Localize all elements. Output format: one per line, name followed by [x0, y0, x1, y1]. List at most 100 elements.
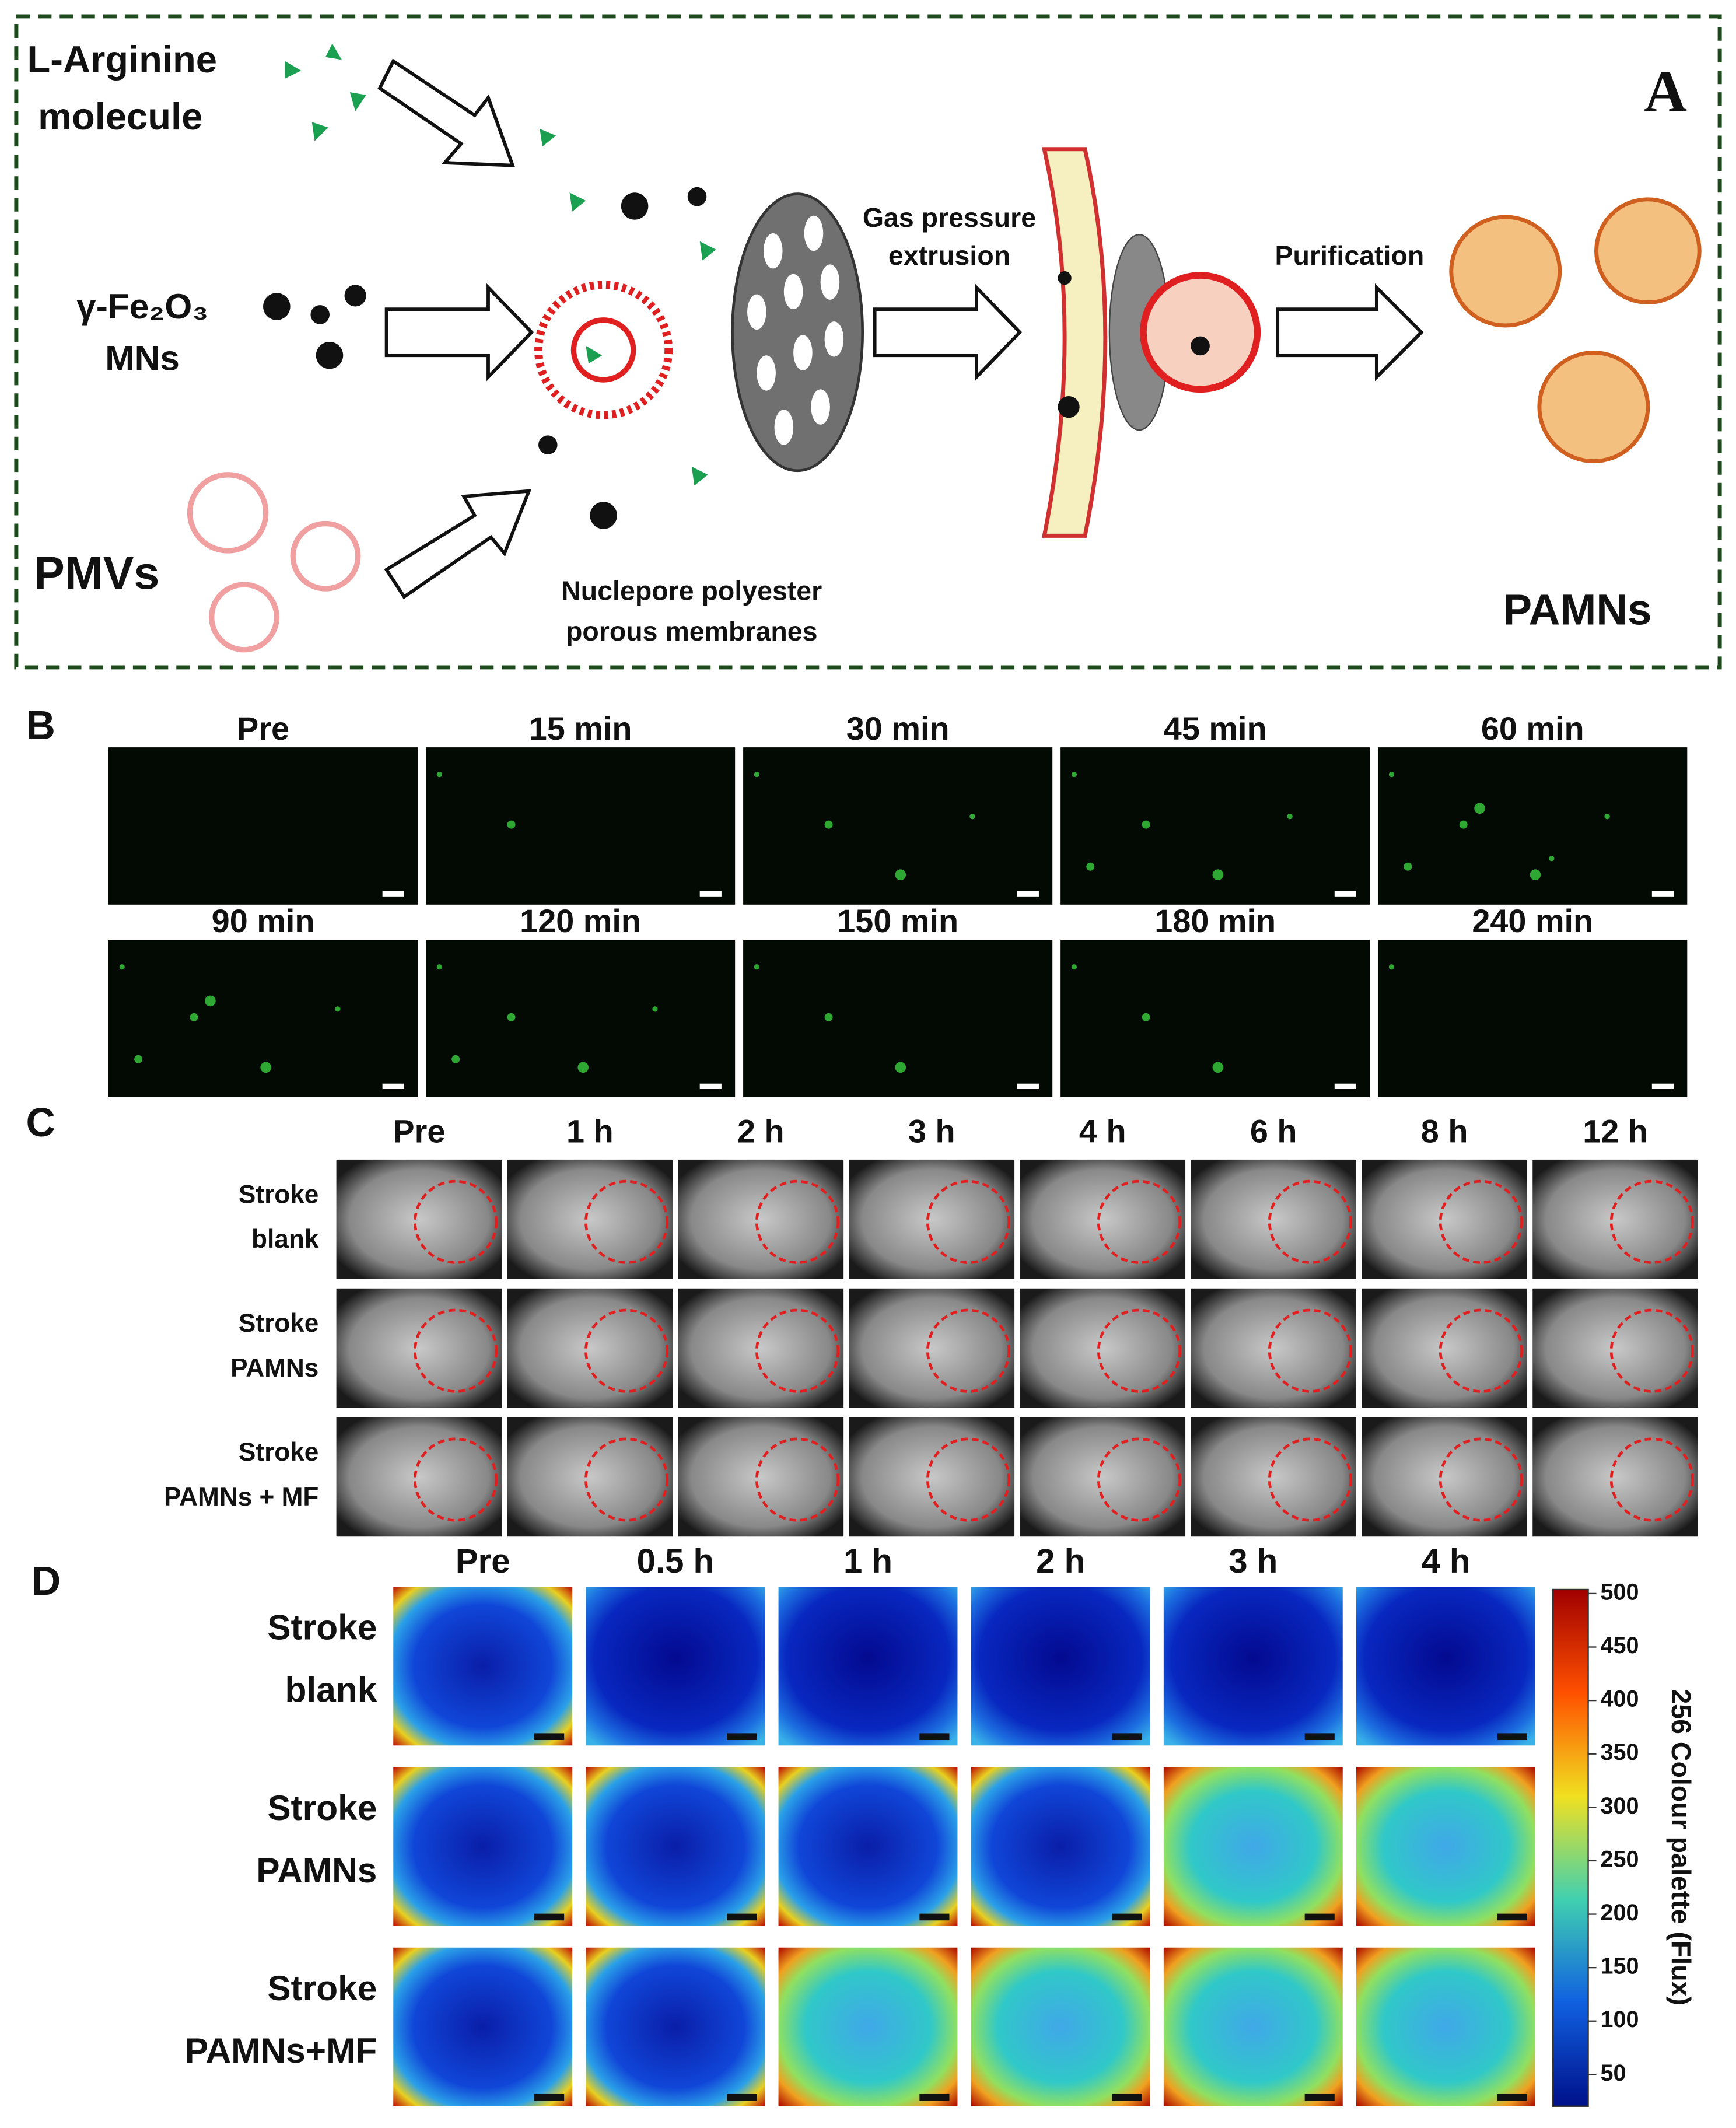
fluorescence-image — [108, 940, 418, 1097]
column-label: 2 h — [1036, 1542, 1085, 1580]
pmv-rings — [187, 472, 361, 653]
lesion-outline — [1097, 1308, 1182, 1393]
fluorescent-spot — [895, 1062, 907, 1073]
label: L-Arginine — [27, 38, 216, 80]
label: Nuclepore polyester — [561, 575, 822, 606]
time-label: 180 min — [1154, 902, 1276, 939]
fluorescent-spot — [1142, 1013, 1150, 1021]
colorbar-tick-label: 250 — [1600, 1846, 1639, 1872]
blood-flow-image — [971, 1767, 1150, 1926]
row-label: PAMNs — [230, 1354, 318, 1382]
scale-bar — [919, 1913, 950, 1921]
colorbar-title: 256 Colour palette (Flux) — [1666, 1689, 1696, 2006]
row-label: PAMNs+MF — [185, 2031, 377, 2070]
pamn-vesicles — [1449, 197, 1702, 464]
colorbar-tick-label: 500 — [1600, 1579, 1639, 1605]
mri-image — [1362, 1417, 1527, 1537]
fluorescent-spot — [1071, 771, 1077, 778]
colorbar-tick-label: 400 — [1600, 1686, 1639, 1712]
fluorescent-spot — [1459, 820, 1468, 829]
column-label: Pre — [393, 1112, 445, 1149]
scale-bar — [919, 1733, 950, 1741]
panel-label: D — [32, 1558, 61, 1604]
fluorescent-spot — [652, 1006, 658, 1012]
scale-bar — [1334, 891, 1356, 897]
column-label: 0.5 h — [637, 1542, 714, 1580]
time-label: 240 min — [1472, 902, 1593, 939]
scale-bar — [1304, 1733, 1335, 1741]
mri-image — [1191, 1288, 1356, 1408]
label: Purification — [1275, 240, 1424, 271]
column-label: 3 h — [908, 1112, 956, 1149]
lesion-outline — [414, 1308, 498, 1393]
colorbar-tick-label: 350 — [1600, 1740, 1639, 1765]
scale-bar — [1017, 1083, 1039, 1090]
time-label: 90 min — [212, 902, 315, 939]
fluorescent-spot — [436, 964, 442, 970]
lesion-outline — [584, 1308, 669, 1393]
blood-flow-image — [393, 1587, 573, 1746]
panel-label: C — [26, 1100, 55, 1145]
fluorescence-image — [108, 747, 418, 905]
column-label: 8 h — [1421, 1112, 1468, 1149]
mri-image — [1020, 1417, 1186, 1537]
fluorescence-image — [426, 940, 736, 1097]
scale-bar — [1112, 2094, 1142, 2101]
fluorescent-spot — [134, 1055, 143, 1063]
liposome — [534, 281, 673, 419]
scale-bar — [1017, 891, 1039, 897]
scale-bar — [727, 1913, 757, 1921]
row-label: Stroke — [239, 1180, 318, 1209]
panel-label: B — [26, 702, 55, 748]
mri-image — [507, 1159, 673, 1279]
label: MNs — [105, 338, 180, 377]
fluorescent-spot — [190, 1013, 198, 1021]
blood-flow-image — [1163, 1587, 1343, 1746]
mri-image — [1532, 1159, 1698, 1279]
blood-flow-image — [1163, 1767, 1343, 1926]
fluorescent-spot — [205, 995, 216, 1007]
row-label: PAMNs — [256, 1850, 377, 1890]
column-label: 3 h — [1228, 1542, 1278, 1580]
fluorescent-spot — [1388, 771, 1395, 778]
lesion-outline — [1438, 1437, 1523, 1522]
scale-bar — [534, 1913, 565, 1921]
row-label: Stroke — [267, 1788, 377, 1828]
fluorescent-spot — [1086, 862, 1095, 871]
blood-flow-image — [1356, 1767, 1535, 1926]
mri-image — [678, 1159, 844, 1279]
lesion-outline — [926, 1308, 1011, 1393]
blood-flow-image — [1163, 1947, 1343, 2106]
row-label: blank — [251, 1225, 319, 1254]
mri-image — [1191, 1159, 1356, 1279]
mri-image — [1362, 1159, 1527, 1279]
blood-flow-image — [778, 1767, 958, 1926]
blood-flow-image — [778, 1587, 958, 1746]
fluorescent-spot — [119, 964, 125, 970]
fluorescent-spot — [507, 1013, 516, 1021]
mri-image — [849, 1417, 1015, 1537]
mri-image — [1362, 1288, 1527, 1408]
extrusion-scheme — [1041, 147, 1261, 538]
lesion-outline — [1268, 1308, 1353, 1393]
fluorescent-spot — [895, 869, 907, 880]
fluorescent-spot — [970, 814, 975, 820]
mri-image — [336, 1159, 502, 1279]
scale-bar — [534, 2094, 565, 2101]
scale-bar — [534, 1733, 565, 1741]
fluorescent-spot — [1212, 869, 1224, 880]
blood-flow-image — [971, 1587, 1150, 1746]
blood-flow-image — [1356, 1587, 1535, 1746]
liposome-core — [570, 317, 636, 383]
row-label: PAMNs + MF — [164, 1483, 318, 1511]
green-molecules — [285, 43, 716, 486]
scale-bar — [1497, 1733, 1527, 1741]
mri-image — [507, 1417, 673, 1537]
scale-bar — [727, 1733, 757, 1741]
fluorescent-spot — [507, 820, 516, 829]
lesion-outline — [926, 1180, 1011, 1264]
colorbar-tick-label: 300 — [1600, 1793, 1639, 1819]
fluorescent-spot — [578, 1062, 589, 1073]
column-label: 4 h — [1079, 1112, 1126, 1149]
mri-image — [849, 1288, 1015, 1408]
